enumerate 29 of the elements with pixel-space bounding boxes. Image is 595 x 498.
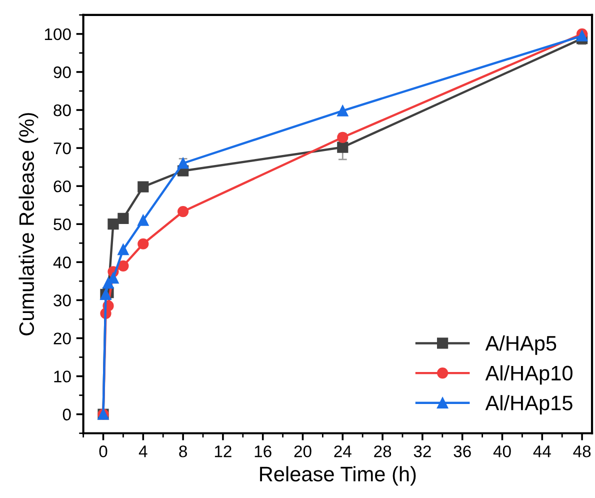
x-axis-title: Release Time (h) [260, 466, 416, 486]
legend-label: Al/HAp15 [485, 395, 572, 415]
y-tick-label: 40 [53, 256, 71, 268]
x-tick-label: 20 [294, 446, 312, 458]
legend-label: A/HAp5 [485, 335, 556, 355]
x-tick-label: 40 [493, 446, 511, 458]
y-tick-label: 30 [54, 294, 71, 306]
y-tick-label: 10 [54, 370, 71, 382]
y-tick-label: 0 [62, 408, 71, 420]
x-tick-label: 16 [254, 446, 272, 458]
x-tick-label: 32 [414, 446, 431, 458]
x-tick-label: 12 [214, 446, 232, 458]
x-tick-label: 36 [454, 446, 471, 458]
y-tick-label: 50 [54, 218, 71, 230]
y-axis-title: Cumulative Release (%) [18, 113, 38, 336]
y-tick-label: 20 [54, 332, 71, 344]
y-tick-label: 80 [54, 104, 71, 116]
x-tick-label: 0 [99, 446, 108, 458]
x-tick-label: 8 [179, 446, 187, 458]
y-tick-label: 100 [44, 28, 71, 40]
x-tick-label: 48 [573, 446, 591, 458]
x-tick-label: 44 [533, 446, 551, 458]
y-tick-label: 90 [54, 66, 71, 78]
y-tick-label: 70 [54, 142, 71, 154]
x-tick-label: 24 [334, 446, 352, 458]
x-tick-label: 28 [374, 446, 392, 458]
legend-label: Al/HAp10 [485, 365, 572, 385]
x-tick-label: 4 [138, 446, 148, 458]
y-tick-label: 60 [54, 180, 71, 192]
